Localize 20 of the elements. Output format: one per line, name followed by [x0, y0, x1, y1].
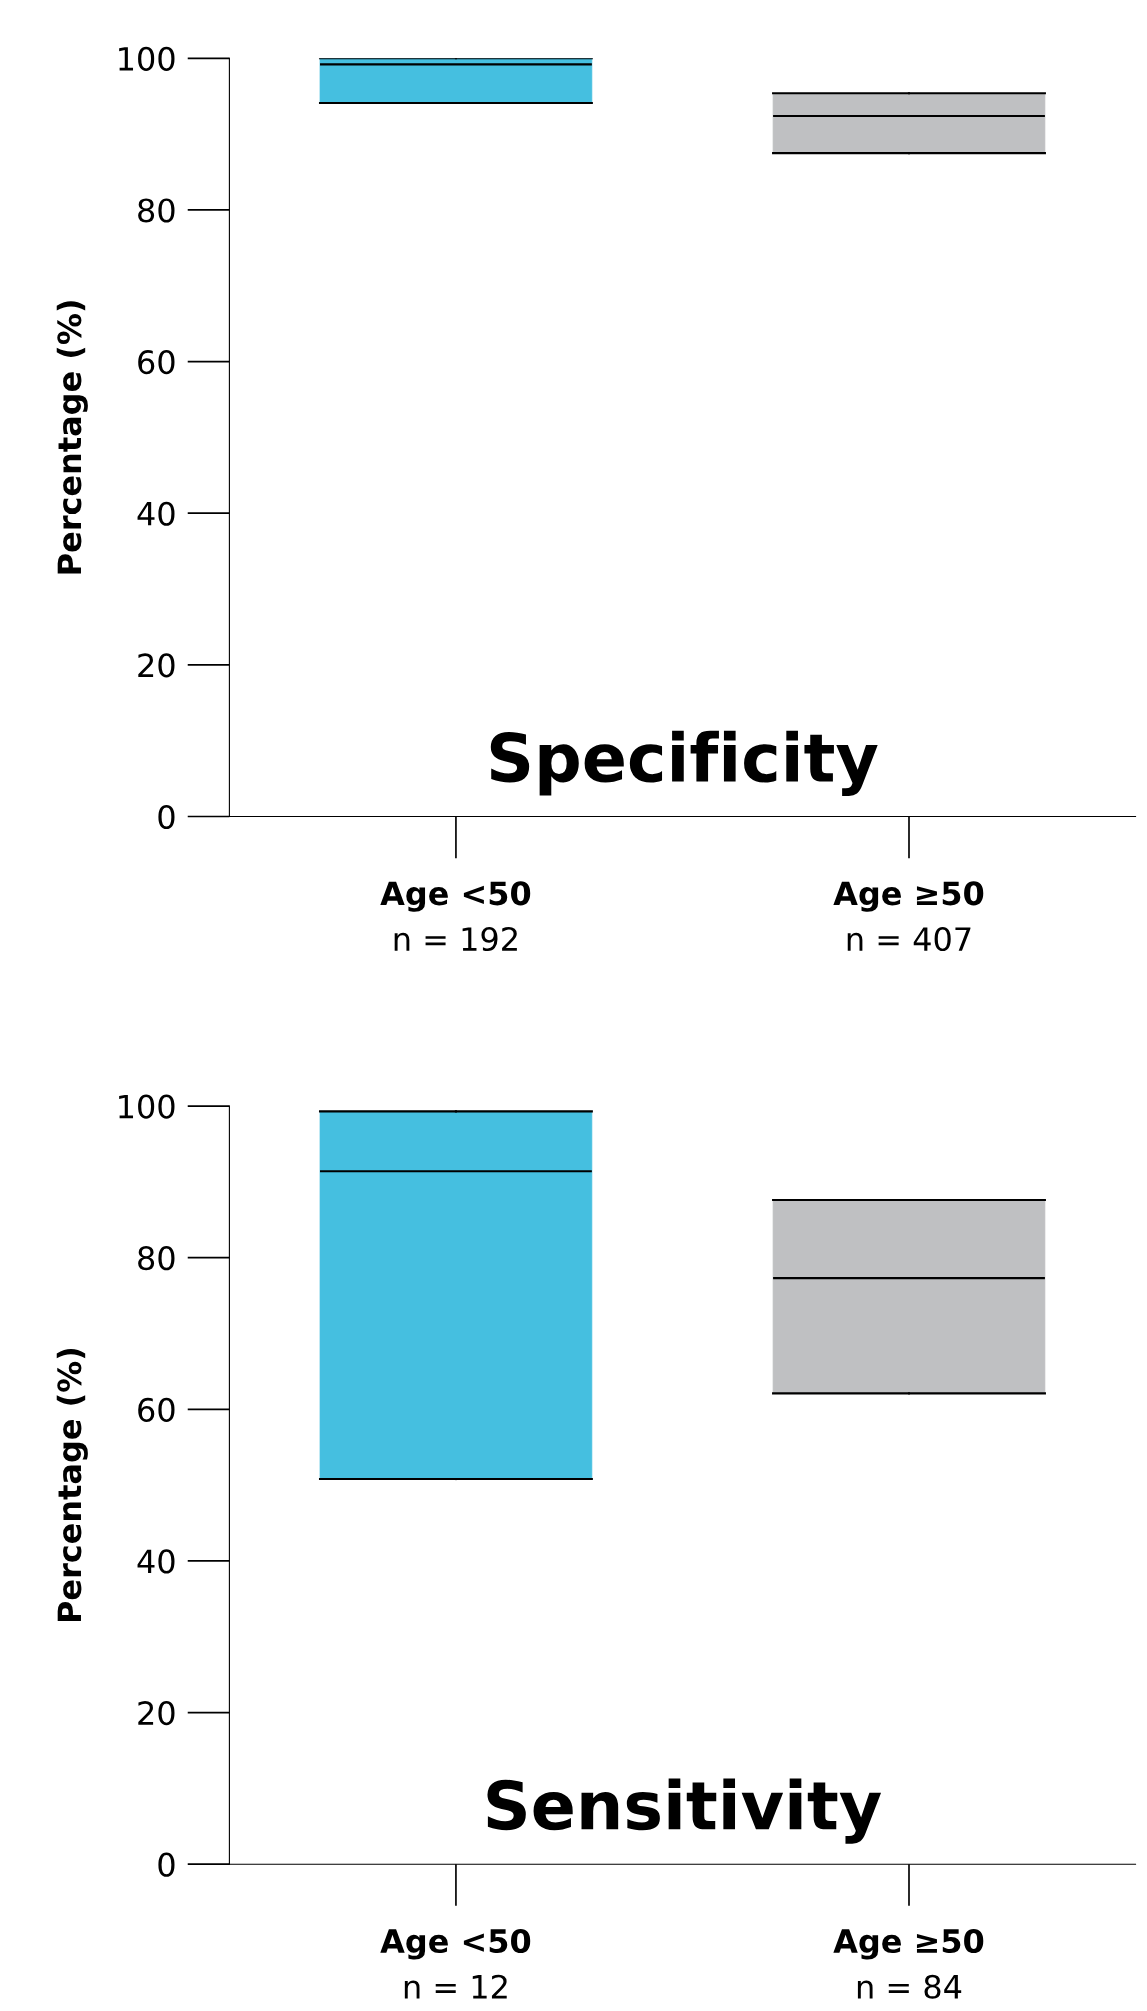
y-tick-label: 60: [138, 1397, 175, 1422]
y-tick-label: 40: [137, 1549, 175, 1574]
text: Specificity: [490, 730, 878, 796]
x-tick-label: Age ≥50 n = 84: [833, 1928, 984, 1999]
y-tick-label: 0: [158, 804, 175, 830]
y-tick-label: 20: [138, 653, 175, 678]
y-tick-label: 0: [158, 1852, 175, 1877]
y-tick-label: 60: [138, 350, 175, 375]
x-tick-label: Age <50 n = 192: [380, 881, 531, 952]
x-tick-label: Age <50 n = 12: [380, 1928, 531, 1999]
x-tick-label: Age ≥50 n = 407: [833, 881, 984, 952]
y-tick-label: 100: [119, 1094, 175, 1119]
y-tick-label: 80: [138, 198, 175, 223]
y-tick-label: 80: [138, 1246, 175, 1271]
y-tick-label: 20: [138, 1701, 175, 1726]
text: Sensitivity: [487, 1778, 882, 1844]
y-tick-label: 100: [119, 46, 175, 71]
y-axis-title: Percentage (%): [56, 301, 88, 574]
y-axis-title: Percentage (%): [56, 1348, 88, 1622]
y-tick-label: 40: [137, 501, 175, 526]
